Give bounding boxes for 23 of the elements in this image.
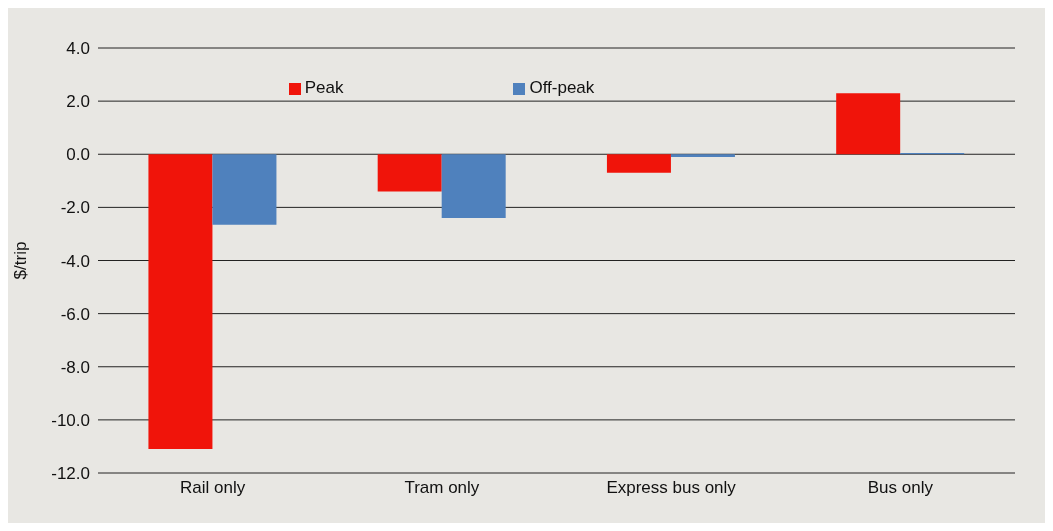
- y-tick-label: -8.0: [60, 357, 90, 377]
- y-tick-label: -12.0: [51, 464, 90, 484]
- legend-label: Off-peak: [529, 78, 595, 97]
- bar: [606, 154, 671, 173]
- y-tick-label: -2.0: [60, 198, 90, 218]
- x-tick-label: Express bus only: [606, 478, 737, 498]
- y-tick-label: 0.0: [66, 145, 90, 165]
- legend-label: Peak: [304, 78, 344, 97]
- bar: [836, 93, 901, 155]
- y-tick-label: -6.0: [60, 304, 90, 324]
- y-tick-label: 2.0: [66, 92, 90, 112]
- x-tick-label: Tram only: [404, 478, 480, 498]
- x-tick-label: Rail only: [180, 478, 246, 498]
- bar: [148, 154, 213, 450]
- y-tick-label: -4.0: [60, 251, 90, 271]
- x-tick-label: Bus only: [867, 478, 934, 498]
- bar: [377, 154, 442, 192]
- y-tick-label: -10.0: [51, 410, 90, 430]
- y-axis-title: $/trip: [11, 241, 31, 280]
- y-tick-label: 4.0: [66, 39, 90, 59]
- bar: [212, 154, 277, 225]
- bar: [441, 154, 506, 218]
- bar: [670, 154, 735, 157]
